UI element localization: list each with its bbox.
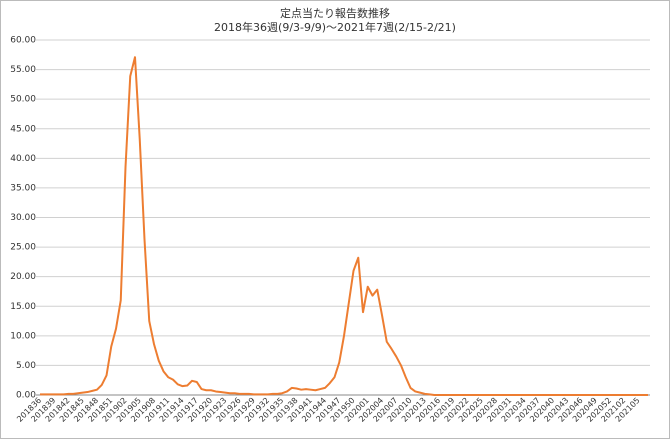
y-tick-label: 5.00 xyxy=(16,361,36,371)
y-tick-label: 45.00 xyxy=(10,124,36,134)
y-tick-label: 25.00 xyxy=(10,243,36,253)
y-tick-label: 10.00 xyxy=(10,331,36,341)
y-tick-label: 50.00 xyxy=(10,95,36,105)
y-tick-label: 30.00 xyxy=(10,213,36,223)
y-tick-label: 15.00 xyxy=(10,302,36,312)
y-tick-label: 0.00 xyxy=(16,391,36,401)
y-tick-label: 60.00 xyxy=(10,36,36,46)
data-line xyxy=(40,56,648,396)
chart-title: 定点当たり報告数推移 xyxy=(280,6,390,20)
chart-subtitle: 2018年36週(9/3-9/9)～2021年7週(2/15-2/21) xyxy=(214,20,456,34)
y-tick-label: 40.00 xyxy=(10,154,36,164)
y-tick-label: 20.00 xyxy=(10,272,36,282)
y-tick-label: 35.00 xyxy=(10,183,36,193)
y-tick-label: 55.00 xyxy=(10,65,36,75)
